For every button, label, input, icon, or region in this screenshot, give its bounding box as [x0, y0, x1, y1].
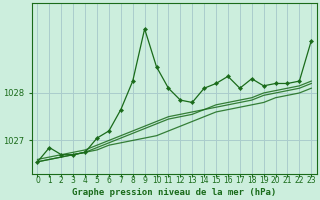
X-axis label: Graphe pression niveau de la mer (hPa): Graphe pression niveau de la mer (hPa): [72, 188, 276, 197]
